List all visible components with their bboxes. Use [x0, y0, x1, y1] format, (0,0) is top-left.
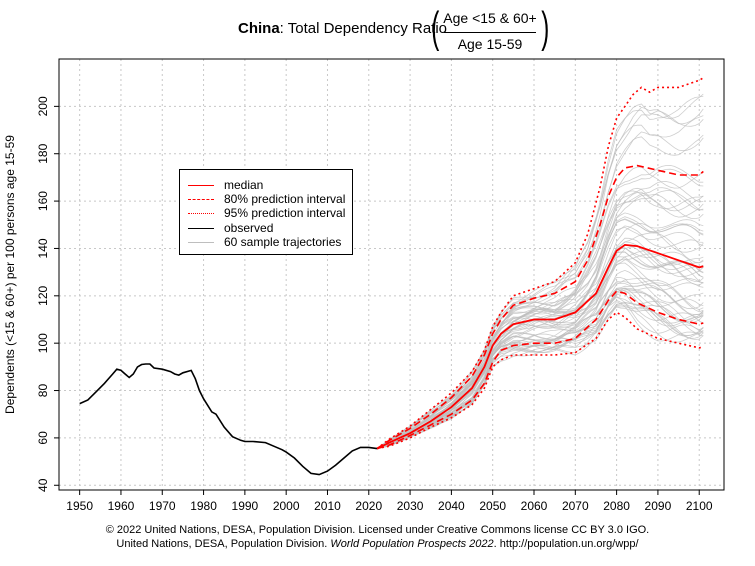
fraction-bar	[444, 32, 536, 33]
sample-trajectory	[376, 304, 704, 449]
x-tick-label: 1980	[190, 499, 217, 513]
x-tick-label: 2010	[314, 499, 341, 513]
y-tick-label: 140	[36, 238, 50, 258]
legend-swatch-pi95	[188, 213, 214, 214]
sample-trajectory	[376, 287, 704, 449]
y-tick-label: 160	[36, 191, 50, 211]
sample-trajectory	[376, 134, 704, 449]
x-tick-label: 2090	[645, 499, 672, 513]
sample-trajectory	[376, 110, 704, 449]
y-tick-label: 60	[36, 431, 50, 445]
footer-citation-url: . http://population.un.org/wpp/	[493, 538, 639, 550]
legend-item-observed: observed	[188, 221, 352, 235]
title-numerator: Age <15 & 60+	[443, 10, 537, 26]
legend-item-trajectories: 60 sample trajectories	[188, 235, 352, 249]
y-axis-label: Dependents (<15 & 60+) per 100 persons a…	[3, 135, 17, 414]
legend-item-pi95: 95% prediction interval	[188, 206, 352, 220]
sample-trajectory	[376, 106, 704, 449]
observed-line	[79, 363, 378, 476]
title-label: : Total Dependency Ratio	[279, 20, 448, 37]
pi95-lower-line	[376, 311, 704, 450]
sample-trajectory	[376, 95, 704, 449]
median-line	[376, 243, 704, 450]
sample-trajectory	[376, 164, 704, 449]
legend-label-pi95: 95% prediction interval	[224, 206, 346, 220]
right-paren: )	[541, 3, 550, 52]
legend-label-observed: observed	[224, 221, 274, 235]
legend-swatch-observed	[188, 228, 214, 229]
x-tick-label: 1990	[232, 499, 259, 513]
x-tick-label: 2100	[686, 499, 713, 513]
footer-citation: United Nations, DESA, Population Divisio…	[0, 538, 755, 550]
x-tick-label: 2080	[603, 499, 630, 513]
sample-trajectory	[376, 232, 704, 449]
y-tick-label: 80	[36, 384, 50, 398]
title-fraction: ( Age <15 & 60+ Age 15-59 )	[431, 4, 549, 53]
legend-item-pi80: 80% prediction interval	[188, 192, 352, 206]
legend-label-median: median	[224, 178, 264, 192]
pi80-upper-line	[376, 164, 704, 450]
plot-frame	[58, 58, 725, 491]
title-country: China	[238, 20, 280, 37]
legend-label-pi80: 80% prediction interval	[224, 192, 346, 206]
x-tick-label: 1970	[149, 499, 176, 513]
x-tick-label: 2030	[397, 499, 424, 513]
y-tick-label: 200	[36, 96, 50, 116]
footer-copyright: © 2022 United Nations, DESA, Population …	[105, 524, 650, 536]
x-tick-label: 2020	[355, 499, 382, 513]
y-tick-label: 40	[36, 478, 50, 492]
x-tick-label: 1960	[108, 499, 135, 513]
sample-trajectory	[376, 276, 704, 449]
title-text: China: Total Dependency Ratio	[238, 20, 447, 37]
left-paren: (	[431, 3, 440, 52]
chart-title: China: Total Dependency Ratio ( Age <15 …	[0, 0, 755, 56]
sample-trajectory	[376, 115, 704, 449]
footer-citation-title: World Population Prospects 2022	[330, 538, 494, 550]
legend-label-trajectories: 60 sample trajectories	[224, 235, 342, 249]
sample-trajectory	[376, 194, 704, 449]
x-tick-label: 2040	[438, 499, 465, 513]
title-denominator: Age 15-59	[457, 36, 523, 52]
legend-item-median: median	[188, 178, 352, 192]
pi95-upper-line	[376, 77, 704, 450]
y-tick-label: 180	[36, 143, 50, 163]
x-tick-label: 2070	[562, 499, 589, 513]
legend: median 80% prediction interval 95% predi…	[179, 169, 353, 255]
sample-trajectory	[376, 187, 704, 449]
x-tick-label: 2000	[273, 499, 300, 513]
x-tick-label: 2050	[479, 499, 506, 513]
legend-swatch-median	[188, 185, 214, 186]
x-tick-label: 1950	[66, 499, 93, 513]
legend-swatch-pi80	[188, 199, 214, 200]
x-tick-label: 2060	[521, 499, 548, 513]
pi80-lower-line	[376, 290, 704, 450]
y-tick-label: 100	[36, 333, 50, 353]
footer-citation-prefix: United Nations, DESA, Population Divisio…	[116, 538, 331, 550]
legend-swatch-trajectories	[188, 242, 214, 243]
y-tick-label: 120	[36, 285, 50, 305]
